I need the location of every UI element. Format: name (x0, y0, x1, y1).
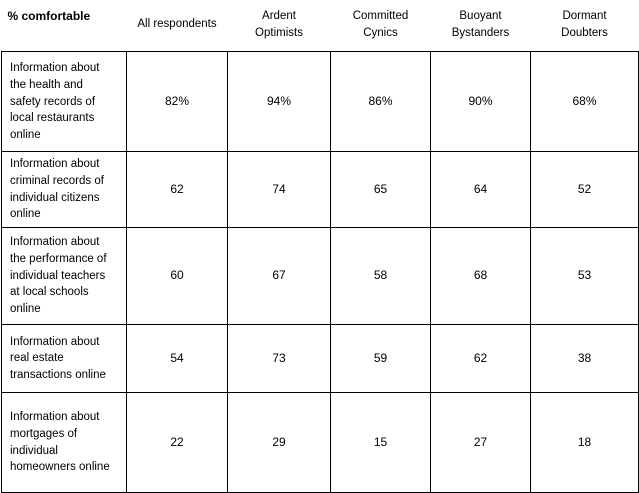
value-cell: 74 (227, 151, 331, 229)
value-cell: 86% (330, 51, 431, 153)
column-header-ardent-optimists: Ardent Optimists (227, 0, 331, 53)
value-cell: 94% (227, 51, 331, 153)
value-cell: 52 (530, 151, 639, 229)
value-cell: 58 (330, 227, 431, 326)
row-label: Information about criminal records of in… (1, 151, 127, 229)
value-cell: 54 (126, 324, 228, 394)
table-row: Information about the health and safety … (1, 51, 639, 153)
table-header: % comfortable All respondents Ardent Opt… (1, 0, 639, 53)
value-cell: 27 (430, 392, 531, 493)
value-cell: 60 (126, 227, 228, 326)
value-cell: 38 (530, 324, 639, 394)
value-cell: 65 (330, 151, 431, 229)
value-cell: 68% (530, 51, 639, 153)
value-cell: 90% (430, 51, 531, 153)
value-cell: 82% (126, 51, 228, 153)
column-header-committed-cynics: Committed Cynics (330, 0, 431, 53)
value-cell: 67 (227, 227, 331, 326)
column-header-buoyant-bystanders: Buoyant Bystanders (430, 0, 531, 53)
table-row: Information about mortgages of individua… (1, 392, 639, 493)
value-cell: 29 (227, 392, 331, 493)
value-cell: 53 (530, 227, 639, 326)
table-row: Information about real estate transactio… (1, 324, 639, 394)
value-cell: 18 (530, 392, 639, 493)
header-row: % comfortable All respondents Ardent Opt… (1, 0, 639, 53)
corner-label: % comfortable (1, 0, 127, 53)
value-cell: 68 (430, 227, 531, 326)
row-label: Information about the health and safety … (1, 51, 127, 153)
value-cell: 22 (126, 392, 228, 493)
row-label: Information about real estate transactio… (1, 324, 127, 394)
row-label: Information about mortgages of individua… (1, 392, 127, 493)
row-label: Information about the performance of ind… (1, 227, 127, 326)
value-cell: 62 (430, 324, 531, 394)
value-cell: 59 (330, 324, 431, 394)
column-header-dormant-doubters: Dormant Doubters (530, 0, 639, 53)
column-header-all-respondents: All respondents (126, 0, 228, 53)
table-row: Information about the performance of ind… (1, 227, 639, 326)
value-cell: 62 (126, 151, 228, 229)
value-cell: 15 (330, 392, 431, 493)
table-body: Information about the health and safety … (1, 51, 639, 493)
value-cell: 64 (430, 151, 531, 229)
table-row: Information about criminal records of in… (1, 151, 639, 229)
value-cell: 73 (227, 324, 331, 394)
